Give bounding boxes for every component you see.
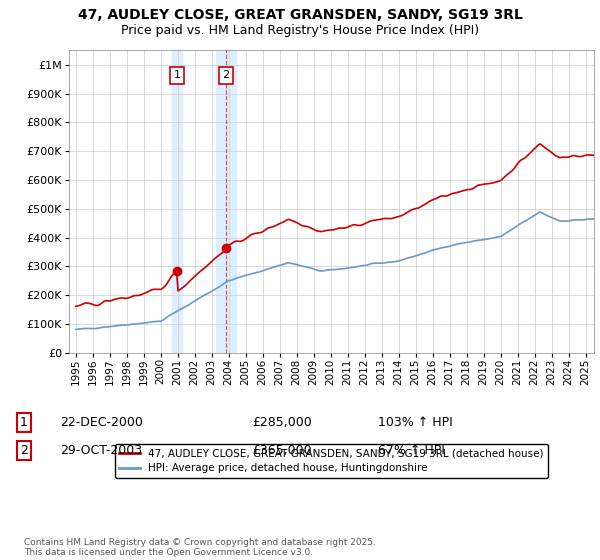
Legend: 47, AUDLEY CLOSE, GREAT GRANSDEN, SANDY, SG19 3RL (detached house), HPI: Average: 47, AUDLEY CLOSE, GREAT GRANSDEN, SANDY,… [115,444,548,478]
Text: 29-OCT-2003: 29-OCT-2003 [60,444,142,458]
Text: 2: 2 [20,444,28,458]
Text: 67% ↑ HPI: 67% ↑ HPI [378,444,445,458]
Text: 22-DEC-2000: 22-DEC-2000 [60,416,143,430]
Text: Price paid vs. HM Land Registry's House Price Index (HPI): Price paid vs. HM Land Registry's House … [121,24,479,36]
Text: 103% ↑ HPI: 103% ↑ HPI [378,416,453,430]
Text: 1: 1 [20,416,28,430]
Bar [172,50,182,353]
Text: £365,000: £365,000 [252,444,311,458]
Text: 47, AUDLEY CLOSE, GREAT GRANSDEN, SANDY, SG19 3RL: 47, AUDLEY CLOSE, GREAT GRANSDEN, SANDY,… [77,8,523,22]
Text: Contains HM Land Registry data © Crown copyright and database right 2025.
This d: Contains HM Land Registry data © Crown c… [24,538,376,557]
Text: 1: 1 [174,71,181,81]
Text: 2: 2 [222,71,229,81]
Bar [215,50,236,353]
Text: £285,000: £285,000 [252,416,312,430]
